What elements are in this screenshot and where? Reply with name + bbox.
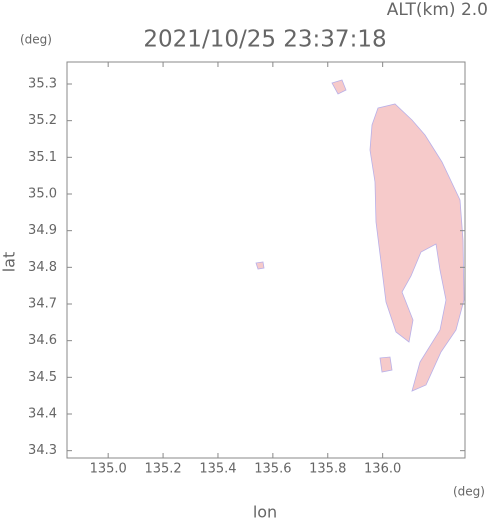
echo [255,79,465,392]
x-tick-label: 136.0 [364,462,401,477]
y-unit: (deg) [20,33,52,47]
x-tick-label: 135.0 [90,462,127,477]
x-tick-label: 135.6 [254,462,291,477]
chart-title: 2021/10/25 23:37:18 [143,27,386,53]
echo-area [331,79,347,95]
x-unit: (deg) [453,485,485,499]
y-tick-label: 35.0 [28,187,57,202]
y-tick-label: 34.3 [28,443,57,458]
x-tick-label: 135.8 [309,462,346,477]
echo-area [255,261,265,270]
x-axis-label: lon [253,503,277,521]
y-tick-label: 35.2 [28,113,57,128]
y-tick-label: 34.4 [28,407,57,422]
y-tick-label: 35.1 [28,150,57,165]
y-tick-label: 34.5 [28,370,57,385]
echo-area [379,356,393,373]
y-tick-label: 34.9 [28,223,57,238]
x-tick-label: 135.2 [144,462,181,477]
altitude-label: ALT(km) 2.0 [387,0,488,20]
echo-area [369,103,465,392]
y-tick-label: 34.6 [28,333,57,348]
plot-frame [66,61,466,459]
y-axis-label: lat [0,252,19,273]
y-tick-label: 34.8 [28,260,57,275]
x-tick-label: 135.4 [199,462,236,477]
y-tick-label: 34.7 [28,297,57,312]
y-tick-label: 35.3 [28,77,57,92]
